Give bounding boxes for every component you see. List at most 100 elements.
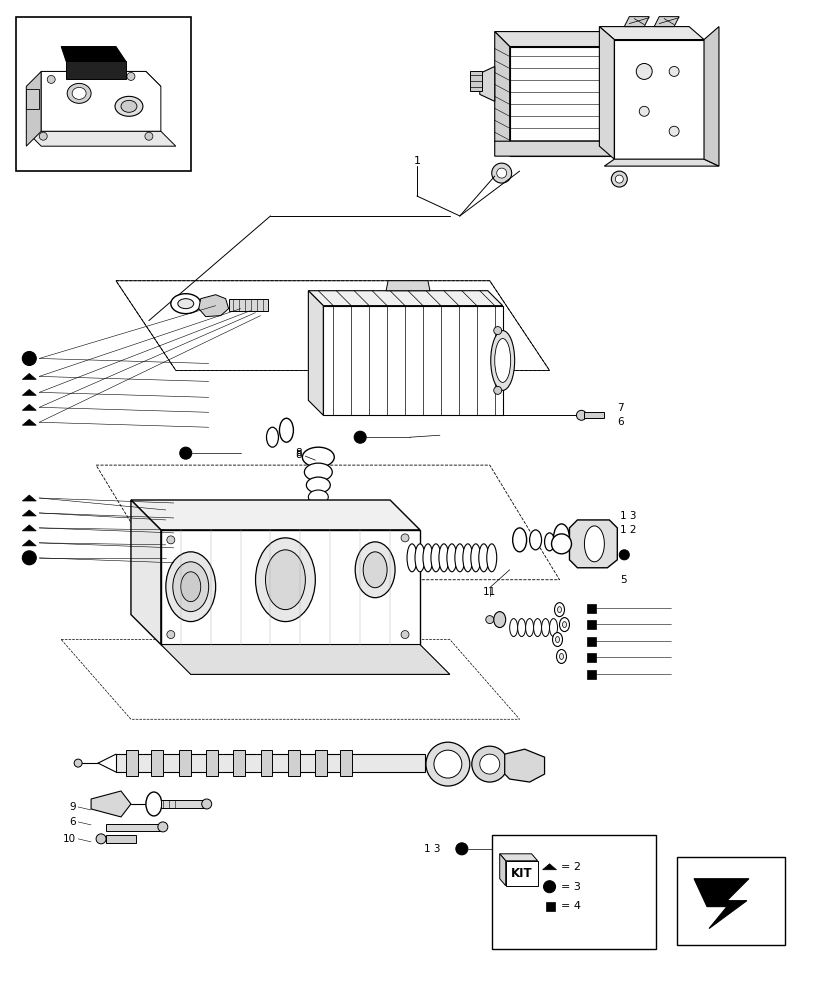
Ellipse shape xyxy=(478,544,488,572)
Ellipse shape xyxy=(544,533,554,551)
Circle shape xyxy=(543,881,555,893)
Bar xyxy=(491,835,655,949)
Polygon shape xyxy=(198,295,228,317)
Circle shape xyxy=(456,843,467,855)
Ellipse shape xyxy=(471,544,480,572)
Polygon shape xyxy=(624,17,648,27)
Text: 8: 8 xyxy=(294,448,301,458)
Polygon shape xyxy=(509,47,629,156)
Ellipse shape xyxy=(170,294,200,314)
Ellipse shape xyxy=(553,524,569,552)
Bar xyxy=(205,750,218,776)
Polygon shape xyxy=(693,879,748,929)
Circle shape xyxy=(74,759,82,767)
Polygon shape xyxy=(653,17,678,27)
Ellipse shape xyxy=(551,534,571,554)
Polygon shape xyxy=(599,27,703,40)
Bar xyxy=(179,750,190,776)
Ellipse shape xyxy=(525,619,533,637)
Ellipse shape xyxy=(490,331,514,390)
Bar xyxy=(586,653,595,662)
Circle shape xyxy=(638,106,648,116)
Bar xyxy=(232,750,244,776)
Ellipse shape xyxy=(425,742,469,786)
Circle shape xyxy=(145,132,153,140)
Polygon shape xyxy=(22,540,36,546)
Text: 6: 6 xyxy=(69,817,76,827)
Bar xyxy=(586,637,595,646)
Text: 5: 5 xyxy=(619,575,626,585)
Ellipse shape xyxy=(265,550,305,610)
Ellipse shape xyxy=(355,542,394,598)
Polygon shape xyxy=(22,373,36,379)
Polygon shape xyxy=(41,71,160,86)
Ellipse shape xyxy=(280,418,293,442)
Polygon shape xyxy=(308,291,502,306)
Circle shape xyxy=(354,431,366,443)
Polygon shape xyxy=(629,42,643,156)
Ellipse shape xyxy=(494,339,510,382)
Text: = 4: = 4 xyxy=(560,901,580,911)
Circle shape xyxy=(493,386,501,394)
Circle shape xyxy=(491,163,511,183)
Polygon shape xyxy=(41,71,160,131)
Ellipse shape xyxy=(462,544,472,572)
Circle shape xyxy=(47,75,55,83)
Ellipse shape xyxy=(178,299,194,309)
Text: 1 3: 1 3 xyxy=(619,511,636,521)
Text: = 2: = 2 xyxy=(560,862,580,872)
Bar xyxy=(288,750,300,776)
Polygon shape xyxy=(91,791,131,817)
Circle shape xyxy=(22,551,36,565)
Circle shape xyxy=(668,126,678,136)
Polygon shape xyxy=(22,404,36,410)
Circle shape xyxy=(96,834,106,844)
Bar xyxy=(586,620,595,629)
Ellipse shape xyxy=(433,750,461,778)
Text: KIT: KIT xyxy=(510,867,532,880)
Ellipse shape xyxy=(304,463,332,481)
Ellipse shape xyxy=(423,544,433,572)
Bar xyxy=(545,902,554,911)
Ellipse shape xyxy=(584,526,604,562)
Circle shape xyxy=(179,447,192,459)
Ellipse shape xyxy=(308,490,327,504)
Ellipse shape xyxy=(559,653,563,659)
Circle shape xyxy=(614,175,623,183)
Polygon shape xyxy=(385,281,429,291)
Polygon shape xyxy=(66,61,126,79)
Polygon shape xyxy=(26,71,41,146)
Polygon shape xyxy=(505,861,537,886)
Polygon shape xyxy=(569,520,617,568)
Polygon shape xyxy=(22,495,36,501)
Ellipse shape xyxy=(121,100,136,112)
Ellipse shape xyxy=(256,538,315,622)
Ellipse shape xyxy=(552,633,562,647)
Polygon shape xyxy=(308,291,323,415)
Bar xyxy=(469,71,481,91)
Ellipse shape xyxy=(555,637,559,643)
Polygon shape xyxy=(494,32,509,156)
Bar xyxy=(261,750,272,776)
Polygon shape xyxy=(22,510,36,516)
Bar xyxy=(228,299,268,311)
Polygon shape xyxy=(22,389,36,395)
Polygon shape xyxy=(22,525,36,531)
Ellipse shape xyxy=(556,649,566,663)
Bar xyxy=(17,17,190,171)
Ellipse shape xyxy=(549,619,557,637)
Ellipse shape xyxy=(447,544,457,572)
Ellipse shape xyxy=(486,544,496,572)
Ellipse shape xyxy=(180,572,200,602)
Polygon shape xyxy=(599,27,614,159)
Bar xyxy=(126,750,138,776)
Bar xyxy=(340,750,351,776)
Bar xyxy=(586,670,595,679)
Ellipse shape xyxy=(302,447,334,467)
Bar xyxy=(586,604,595,613)
Circle shape xyxy=(158,822,168,832)
Circle shape xyxy=(202,799,212,809)
Circle shape xyxy=(127,72,135,80)
Bar xyxy=(151,750,163,776)
Ellipse shape xyxy=(554,603,564,617)
